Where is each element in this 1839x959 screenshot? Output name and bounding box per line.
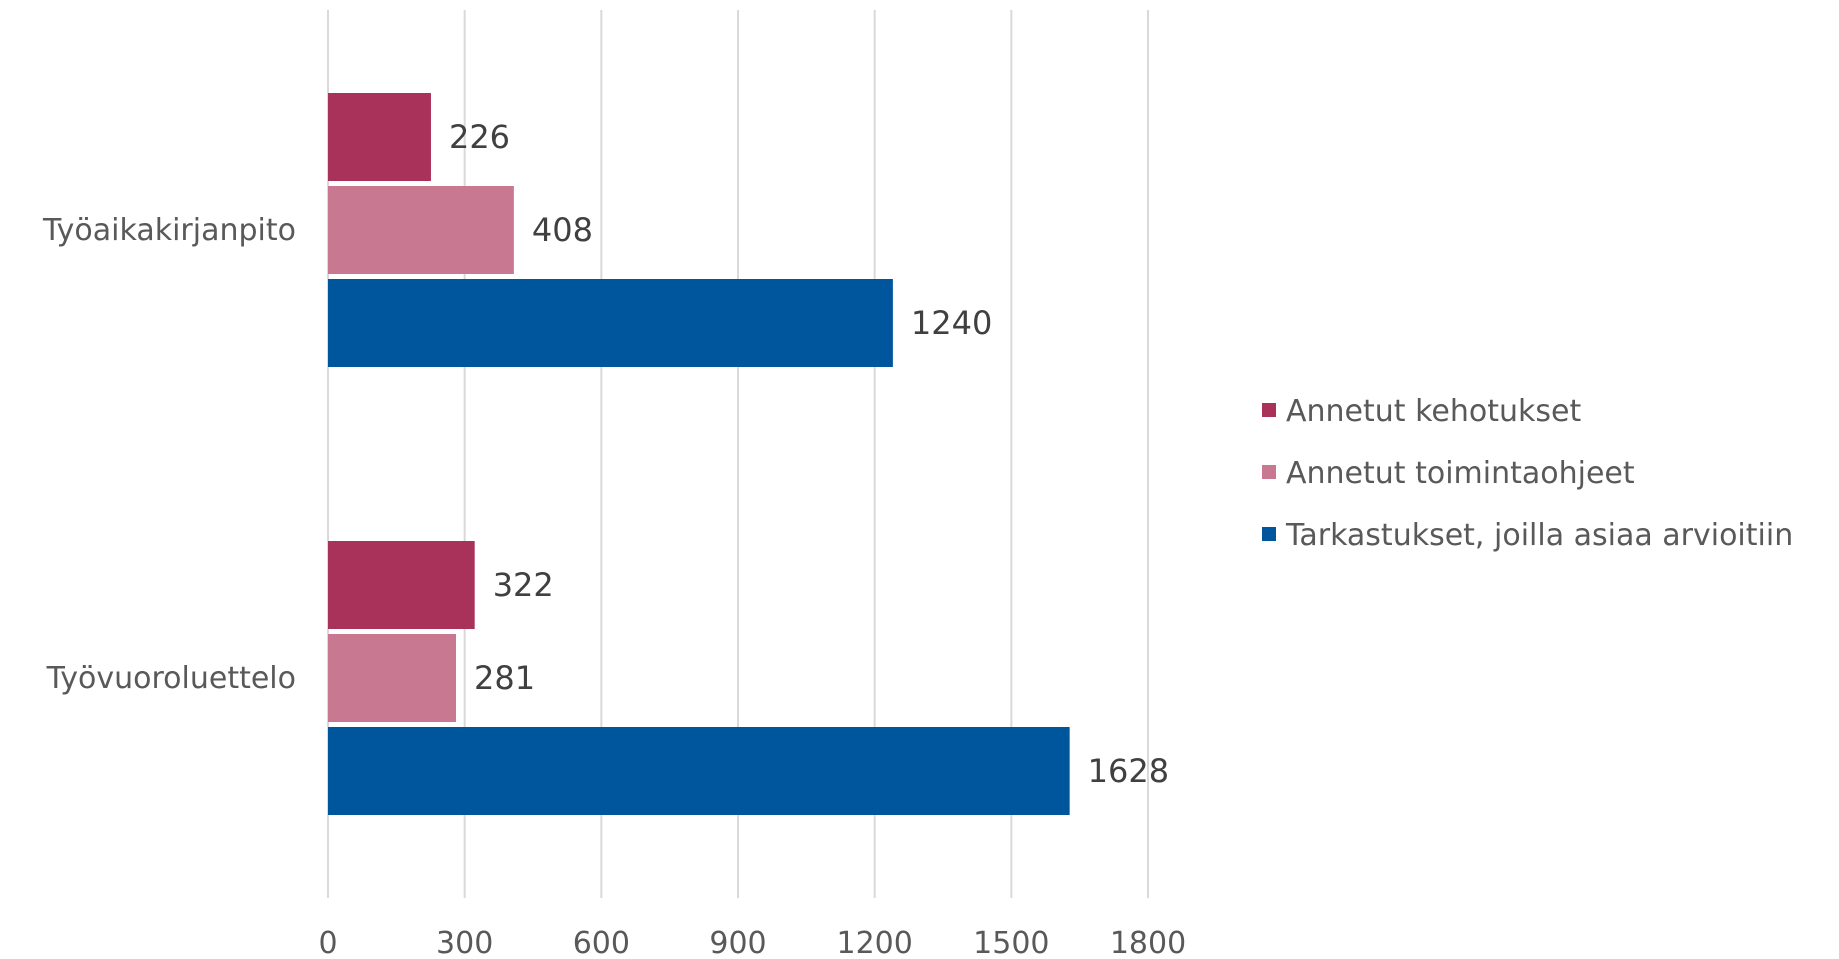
data-label: 1240 [911, 304, 992, 342]
x-tick-label: 300 [436, 926, 493, 959]
legend: Annetut kehotukset Annetut toimintaohjeet… [1262, 394, 1793, 553]
bar [328, 93, 431, 181]
bar [328, 186, 514, 274]
legend-label: Annetut kehotukset [1286, 394, 1581, 429]
category-labels: Työaikakirjanpito Työvuoroluettelo [42, 213, 296, 696]
legend-label: Annetut toimintaohjeet [1286, 456, 1635, 491]
data-label: 226 [449, 118, 510, 156]
x-tick-label: 1800 [1110, 926, 1186, 959]
category-label: Työaikakirjanpito [42, 213, 296, 248]
gridlines [327, 10, 1149, 898]
data-label: 408 [532, 211, 593, 249]
x-tick-label: 1200 [836, 926, 912, 959]
x-tick-label: 1500 [973, 926, 1049, 959]
x-tick-label: 0 [318, 926, 337, 959]
bar [328, 727, 1070, 815]
bars [328, 93, 1070, 815]
x-tick-label: 600 [573, 926, 630, 959]
bar [328, 541, 475, 629]
data-label: 322 [493, 566, 554, 604]
bar [328, 279, 893, 367]
category-label: Työvuoroluettelo [46, 661, 296, 696]
x-axis-tick-labels: 0 300 600 900 1200 1500 1800 [318, 926, 1186, 959]
data-labels: 226 408 1240 322 281 1628 [449, 118, 1169, 790]
data-label: 1628 [1088, 752, 1169, 790]
data-label: 281 [474, 659, 535, 697]
legend-swatch [1262, 465, 1276, 479]
bar [328, 634, 457, 722]
legend-swatch [1262, 527, 1276, 541]
x-tick-label: 900 [709, 926, 766, 959]
legend-swatch [1262, 403, 1276, 417]
legend-label: Tarkastukset, joilla asiaa arvioitiin [1285, 518, 1793, 553]
